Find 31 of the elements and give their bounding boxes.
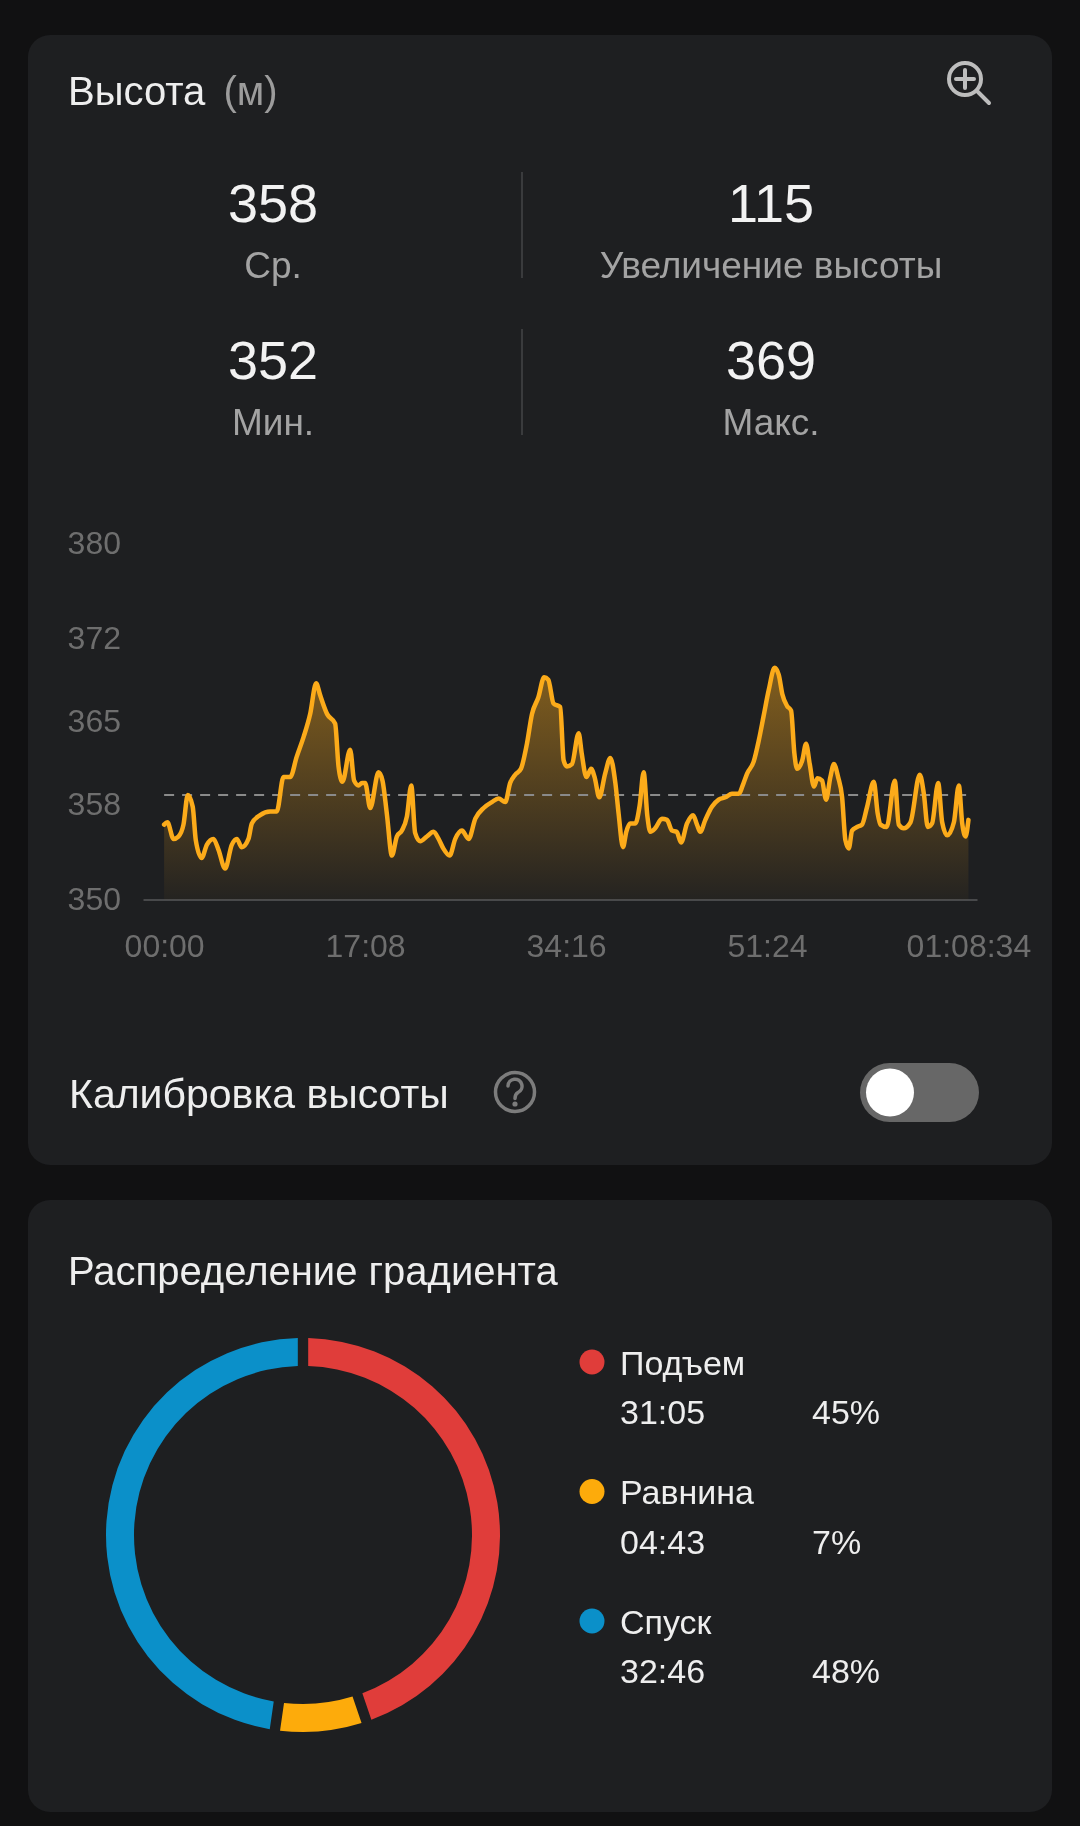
x-tick-label: 34:16	[526, 928, 607, 965]
chart-subtitle: (м)	[223, 69, 278, 113]
text: 31:05	[620, 1393, 706, 1431]
text: 352	[227, 330, 319, 390]
text: Калибровка высоты	[69, 1071, 449, 1117]
text: Увеличение высоты	[599, 245, 943, 286]
chart-title: Распределение градиента	[68, 1249, 559, 1293]
y-tick-label: 380	[67, 524, 121, 561]
x-tick-label: 51:24	[727, 928, 808, 965]
text: Макс.	[722, 402, 820, 443]
legend-label: Равнина	[620, 1473, 755, 1511]
text: 115	[727, 173, 815, 233]
text: Ср.	[244, 245, 302, 286]
chart-title: Высота	[68, 69, 207, 113]
legend-label: Спуск	[620, 1602, 713, 1641]
y-tick-label: 358	[67, 786, 121, 823]
text: 32:46	[620, 1652, 706, 1690]
y-tick-label: 350	[67, 881, 121, 918]
text: 369	[725, 330, 817, 390]
text: 45%	[812, 1393, 881, 1431]
text: 7%	[812, 1522, 862, 1561]
x-tick-label: 17:08	[325, 928, 406, 965]
legend-label: Подъем	[620, 1343, 746, 1382]
text: Мин.	[231, 402, 315, 443]
x-tick-label: 01:08:34	[906, 928, 1032, 965]
text: 358	[227, 173, 319, 233]
y-tick-label: 372	[67, 619, 121, 656]
text: 04:43	[620, 1522, 706, 1561]
x-tick-label: 00:00	[124, 928, 205, 965]
y-tick-label: 365	[67, 702, 121, 739]
text: 48%	[812, 1652, 881, 1690]
